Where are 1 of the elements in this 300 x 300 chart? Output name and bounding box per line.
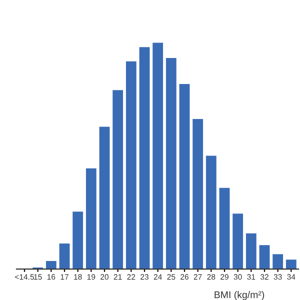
x-axis-title: BMI (kg/m²) xyxy=(214,291,264,300)
